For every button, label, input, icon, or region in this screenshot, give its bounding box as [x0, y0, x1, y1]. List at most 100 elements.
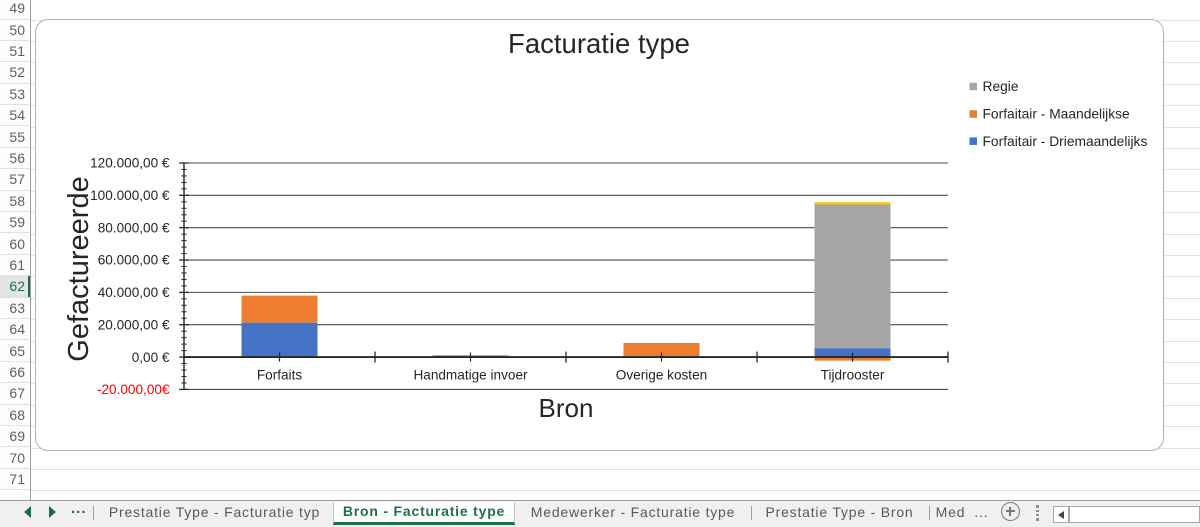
row-header-cell[interactable]: 71: [0, 468, 30, 491]
row-header-cell[interactable]: 63: [0, 297, 30, 320]
tab-separator: [750, 506, 752, 520]
row-number: 71: [9, 471, 25, 488]
row-number: 57: [9, 171, 25, 188]
row-number: 58: [9, 192, 25, 209]
row-number: 53: [9, 85, 25, 102]
row-header-cell[interactable]: 60: [0, 233, 30, 255]
tabs-scroll-left-icon[interactable]: [24, 506, 31, 518]
row-header-cell[interactable]: 59: [0, 212, 30, 234]
value-axis-label: 0,00 €: [132, 350, 170, 365]
sheet-tab-label: Bron - Facturatie type: [342, 502, 506, 519]
drag-dot: [1036, 518, 1039, 521]
new-sheet-button[interactable]: [1001, 502, 1020, 521]
bar-segment: [241, 322, 318, 358]
row-number: 60: [9, 235, 25, 252]
row-header-cell[interactable]: 56: [0, 147, 30, 170]
drag-dot: [1036, 509, 1039, 513]
drag-dot: [1036, 505, 1039, 508]
bar-segment: [814, 202, 891, 205]
y-axis-title: Gefactureerde: [63, 176, 95, 361]
hscroll-left-button[interactable]: [1053, 506, 1069, 523]
grid-row-line: [30, 490, 1200, 492]
value-axis-label: 120.000,00 €: [90, 156, 170, 171]
chart-title: Facturatie type: [508, 28, 690, 59]
legend-label: Forfaitair - Maandelijkse: [983, 107, 1131, 122]
plus-icon: [1009, 506, 1011, 516]
row-number: 49: [9, 0, 25, 17]
row-number: 52: [9, 64, 25, 81]
sheet-tab-label: Medewerker - Facturatie type: [530, 504, 736, 520]
sheet-tab-1[interactable]: Prestatie Type - Facturatie typ: [96, 502, 333, 525]
row-header-cell[interactable]: 62: [0, 276, 30, 298]
legend-label: Forfaitair - Driemaandelijks: [983, 134, 1148, 149]
row-number: 68: [9, 406, 25, 423]
category-axis-label: Forfaits: [257, 368, 303, 383]
chart-canvas: -20.000,00€ 0,00 € 20.000,00 € 40.000,00 € 6…: [63, 28, 1148, 423]
bar-segment: [241, 295, 318, 323]
row-header-cell[interactable]: 61: [0, 254, 30, 277]
row-header: 49 50 51 52 53 54 55 56 57 58 59 60 61 62 63 64 65 66 67 68…: [0, 0, 30, 500]
tabs-scroll-right-icon[interactable]: [49, 506, 56, 518]
row-number: 61: [9, 257, 25, 274]
row-header-cell[interactable]: 66: [0, 361, 30, 384]
row-header-cell[interactable]: 64: [0, 319, 30, 341]
value-axis-labels: -20.000,00€ 0,00 € 20.000,00 € 40.000,00 € 6…: [90, 156, 170, 397]
drag-dot: [1036, 513, 1039, 517]
category-axis-label: Handmatige invoer: [413, 368, 528, 383]
value-axis: [179, 162, 949, 391]
row-header-cell[interactable]: 70: [0, 447, 30, 469]
row-header-cell[interactable]: 65: [0, 340, 30, 362]
legend-marker: [969, 110, 977, 118]
sheet-tab-4[interactable]: Prestatie Type - Bron: [751, 502, 928, 525]
row-number: 64: [9, 321, 25, 338]
x-axis-title: Bron: [539, 393, 594, 423]
sheet-tab-bar: ... Prestatie Type - Facturatie typ Bron …: [0, 500, 1200, 527]
legend: Regie Forfaitair - Maandelijkse Forfaitair…: [969, 79, 1148, 149]
row-header-cell[interactable]: 68: [0, 404, 30, 427]
sheet-tab-ellipsis: ...: [974, 504, 989, 520]
row-number: 62: [9, 278, 25, 295]
sheet-tab-truncated[interactable]: Med...: [930, 502, 994, 525]
row-header-cell[interactable]: 53: [0, 83, 30, 106]
row-number: 51: [9, 43, 25, 60]
selected-row-indicator: [27, 276, 30, 297]
row-header-cell[interactable]: 52: [0, 62, 30, 84]
row-header-border: [30, 0, 31, 500]
row-header-cell[interactable]: 54: [0, 105, 30, 127]
value-axis-label: 20.000,00 €: [98, 317, 170, 332]
row-number: 63: [9, 299, 25, 316]
sheet-tab-3[interactable]: Medewerker - Facturatie type: [516, 502, 750, 525]
value-axis-label: 80.000,00 €: [98, 220, 170, 235]
row-number: 65: [9, 342, 25, 359]
value-axis-label: 100.000,00 €: [90, 188, 170, 203]
row-header-cell[interactable]: 49: [0, 0, 30, 20]
row-header-cell[interactable]: 58: [0, 190, 30, 213]
bar-segment: [623, 342, 700, 358]
row-header-cell[interactable]: 50: [0, 19, 30, 41]
row-number: 66: [9, 364, 25, 381]
bars: [241, 202, 891, 361]
row-number: 54: [9, 107, 25, 124]
row-number: 70: [9, 449, 25, 466]
row-number: 56: [9, 150, 25, 167]
row-header-cell[interactable]: 55: [0, 126, 30, 148]
hscroll-thumb[interactable]: [1069, 506, 1200, 523]
row-header-cell[interactable]: 69: [0, 426, 30, 448]
value-axis-label: 40.000,00 €: [98, 285, 170, 300]
tabs-overflow-icon[interactable]: ...: [71, 500, 87, 517]
legend-marker: [969, 137, 977, 145]
row-number: 69: [9, 428, 25, 445]
value-axis-label: 60.000,00 €: [98, 253, 170, 268]
row-header-cell[interactable]: 51: [0, 40, 30, 63]
row-header-cell[interactable]: 67: [0, 383, 30, 405]
row-header-cell[interactable]: 57: [0, 169, 30, 191]
legend-label: Regie: [983, 79, 1019, 94]
category-axis-labels: Forfaits Handmatige invoer Overige kosten T…: [257, 368, 885, 383]
grid-row-line: [30, 468, 1200, 470]
sheet-tab-2[interactable]: Bron - Facturatie type: [333, 502, 515, 525]
legend-marker: [969, 82, 977, 91]
row-number: 50: [9, 21, 25, 38]
chart[interactable]: -20.000,00€ 0,00 € 20.000,00 € 40.000,00 € 6…: [35, 19, 1164, 451]
sheet-tab-label: Med: [935, 504, 966, 520]
tab-separator: [93, 506, 94, 520]
